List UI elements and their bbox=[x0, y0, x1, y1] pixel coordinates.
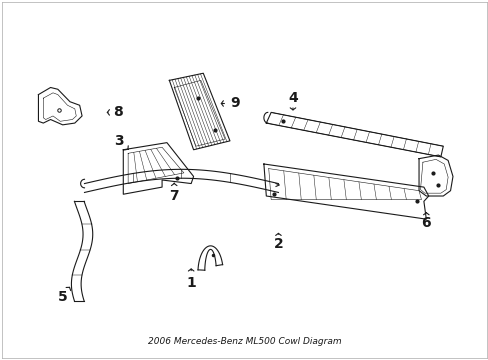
Text: 8: 8 bbox=[107, 105, 123, 120]
Text: 1: 1 bbox=[186, 269, 196, 290]
Text: 4: 4 bbox=[287, 91, 297, 110]
Text: 7: 7 bbox=[169, 183, 179, 203]
Text: 9: 9 bbox=[221, 96, 239, 111]
Text: 6: 6 bbox=[421, 213, 430, 230]
Text: 2: 2 bbox=[273, 233, 283, 251]
Text: 2006 Mercedes-Benz ML500 Cowl Diagram: 2006 Mercedes-Benz ML500 Cowl Diagram bbox=[147, 337, 341, 346]
Text: 3: 3 bbox=[113, 134, 128, 150]
Text: 5: 5 bbox=[58, 287, 71, 305]
